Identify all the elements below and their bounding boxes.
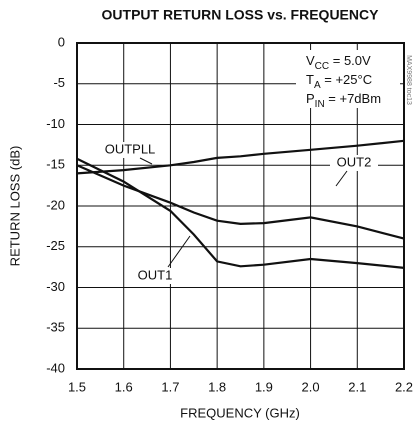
condition-symbol: V [306, 53, 315, 68]
y-tick-label: -25 [46, 238, 65, 253]
x-axis-label: FREQUENCY (GHz) [180, 405, 300, 420]
line-series [76, 164, 405, 240]
leader-line [139, 157, 153, 165]
y-tick-label: -40 [46, 360, 65, 375]
y-tick-label: 0 [58, 34, 65, 49]
label-background [131, 268, 179, 284]
x-tick-label: 2.0 [302, 379, 320, 394]
x-tick-label: 1.9 [255, 379, 273, 394]
x-tick-label: 2.1 [348, 379, 366, 394]
condition-subscript: CC [315, 61, 329, 72]
y-tick-label: -15 [46, 157, 65, 172]
line-series [76, 157, 405, 269]
x-tick-label: 1.5 [68, 379, 86, 394]
x-tick-label: 1.6 [115, 379, 133, 394]
condition-value: = +25°C [321, 72, 372, 87]
condition-value: = 5.0V [329, 53, 371, 68]
y-tick-label: -35 [46, 320, 65, 335]
condition-subscript: A [314, 80, 321, 91]
label-background [330, 155, 378, 171]
label-background [106, 142, 154, 158]
series-label: OUT2 [337, 154, 372, 169]
y-tick-label: -10 [46, 116, 65, 131]
series-label: OUTPLL [105, 141, 156, 156]
condition-symbol: T [306, 72, 314, 87]
leader-line [335, 170, 348, 187]
condition-symbol: P [306, 91, 315, 106]
y-tick-label: -20 [46, 197, 65, 212]
y-tick-label: -5 [53, 75, 65, 90]
plot-frame [76, 42, 405, 370]
conditions-background [296, 50, 400, 108]
condition-subscript: IN [315, 99, 325, 110]
x-tick-label: 2.2 [395, 379, 413, 394]
condition: VCC = 5.0V [306, 53, 371, 71]
leader-line [167, 235, 191, 268]
chart-id: MAX9988 toc13 [405, 55, 412, 105]
series-label: OUT1 [138, 267, 173, 282]
condition: PIN = +7dBm [306, 91, 381, 109]
condition-value: = +7dBm [325, 91, 381, 106]
y-tick-label: -30 [46, 279, 65, 294]
y-axis-label: RETURN LOSS (dB) [7, 146, 22, 267]
line-series [76, 139, 405, 175]
chart-title: OUTPUT RETURN LOSS vs. FREQUENCY [102, 7, 380, 23]
condition: TA = +25°C [306, 72, 372, 90]
x-tick-label: 1.7 [161, 379, 179, 394]
x-tick-label: 1.8 [208, 379, 226, 394]
